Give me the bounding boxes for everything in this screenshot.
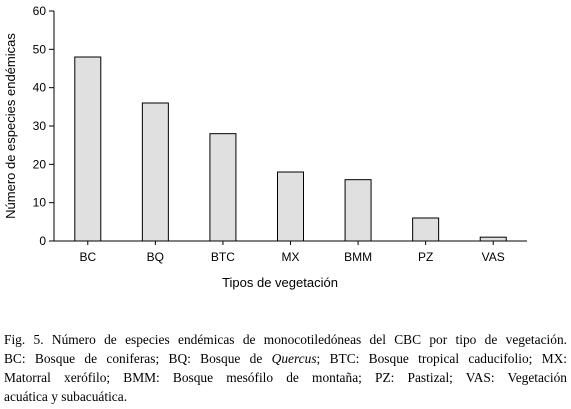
y-axis-label: Número de especies endémicas xyxy=(3,33,18,219)
caption-text-2a: BC: Bosque de coniferas; BQ: Bosque de xyxy=(4,351,272,366)
y-tick-label-40: 40 xyxy=(33,81,47,95)
caption-line-1: Fig. 5. Número de especies endémicas de … xyxy=(4,330,567,349)
caption-italic-quercus: Quercus xyxy=(271,351,317,366)
x-tick-label-bmm: BMM xyxy=(344,250,372,264)
y-tick-label-60: 60 xyxy=(33,4,47,18)
x-axis-label: Tipos de vegetación xyxy=(222,275,338,290)
caption-line-3: Matorral xerófilo; BMM: Bosque mesófilo … xyxy=(4,368,567,387)
y-tick-label-50: 50 xyxy=(33,42,47,56)
x-tick-label-bq: BQ xyxy=(147,250,164,264)
y-tick-label-10: 10 xyxy=(33,196,47,210)
x-tick-label-pz: PZ xyxy=(418,250,433,264)
caption-line-4: acuática y subacuática. xyxy=(4,387,567,406)
bar-btc xyxy=(209,133,237,242)
bar-pz xyxy=(412,217,440,242)
x-tick-label-btc: BTC xyxy=(211,250,235,264)
x-tick-labels-group: BC BQ BTC MX BMM PZ VAS xyxy=(79,241,505,264)
bars-group xyxy=(74,56,507,242)
caption-line-2: BC: Bosque de coniferas; BQ: Bosque de Q… xyxy=(4,349,567,368)
caption-text-2b: ; BTC: Bosque tropical caducifolio; MX: xyxy=(316,351,567,366)
caption-text-4: acuática y subacuática. xyxy=(4,389,128,404)
caption-text-3: Matorral xerófilo; BMM: Bosque mesófilo … xyxy=(4,370,567,385)
bar-vas xyxy=(479,236,507,242)
bar-bq xyxy=(141,102,169,242)
bar-bmm xyxy=(344,179,372,242)
caption-text-1: Fig. 5. Número de especies endémicas de … xyxy=(4,332,567,347)
y-tick-label-30: 30 xyxy=(33,119,47,133)
x-tick-label-vas: VAS xyxy=(482,250,505,264)
y-ticks-group: 0 10 20 30 40 50 60 xyxy=(33,4,54,248)
bar-bc xyxy=(74,56,102,242)
bar-chart: 0 10 20 30 40 50 60 BC BQ BTC MX BMM PZ VAS Número d… xyxy=(3,4,527,290)
figure-caption: Fig. 5. Número de especies endémicas de … xyxy=(4,330,567,406)
x-tick-label-bc: BC xyxy=(79,250,96,264)
y-tick-label-20: 20 xyxy=(33,157,47,171)
x-tick-label-mx: MX xyxy=(282,250,300,264)
bar-mx xyxy=(277,171,304,242)
y-tick-label-0: 0 xyxy=(39,234,46,248)
